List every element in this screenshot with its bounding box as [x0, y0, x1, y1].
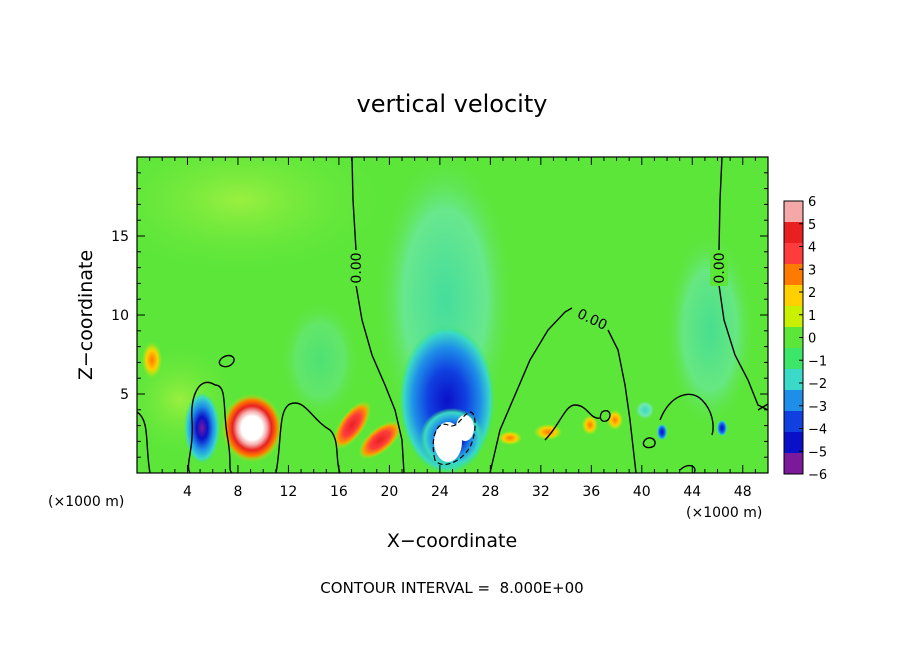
colorbar-swatch — [784, 264, 803, 286]
field-orange-left — [142, 342, 162, 378]
field-cyan-right — [665, 230, 755, 430]
contour-line — [355, 284, 405, 473]
contour-line — [275, 402, 341, 473]
colorbar-label: −2 — [808, 377, 827, 392]
contour-line — [218, 354, 235, 368]
x-tick-label: 16 — [330, 484, 348, 500]
field-orange-small-a — [498, 431, 522, 445]
x-tick-label: 36 — [582, 484, 600, 500]
y-tick-label: 10 — [111, 308, 129, 324]
field-red-pair-a — [333, 401, 371, 449]
colorbar-swatch — [784, 285, 803, 307]
colorbar-swatch — [784, 369, 803, 391]
field-orange-small-d — [607, 410, 623, 430]
contour-line — [659, 393, 714, 436]
contour-line — [607, 329, 637, 473]
colorbar-label: 0 — [808, 332, 816, 347]
y-axis-label: Z−coordinate — [75, 250, 97, 380]
x-tick-label: 8 — [233, 484, 242, 500]
x-tick-label: 32 — [532, 484, 550, 500]
field-blue-small-b — [717, 420, 727, 436]
colorbar-label: 5 — [808, 218, 816, 233]
x-unit-left: (×1000 m) — [48, 494, 124, 510]
colorbar-swatch — [784, 243, 803, 265]
colorbar-label: 3 — [808, 263, 816, 278]
contour-line — [489, 307, 573, 473]
contour-line — [718, 284, 768, 411]
data-field — [137, 157, 768, 473]
x-tick-label: 24 — [431, 484, 449, 500]
colorbar-swatch — [784, 453, 803, 475]
colorbar-label: 1 — [808, 309, 816, 324]
contour-line — [642, 437, 656, 449]
colorbar: 6 5 4 3 2 1 0 −1 −2 −3 −4 −5 −6 — [783, 195, 827, 483]
colorbar-label: −1 — [808, 354, 827, 369]
contour-line — [137, 411, 151, 473]
contour-line — [599, 410, 611, 422]
field-blue-small-a — [657, 424, 667, 440]
x-tick-label: 28 — [481, 484, 499, 500]
field-white-core-b — [456, 415, 474, 441]
chart-title: vertical velocity — [357, 90, 548, 118]
colorbar-label: 6 — [808, 195, 816, 210]
x-tick-label: 44 — [683, 484, 701, 500]
colorbar-label: −3 — [808, 400, 827, 415]
contour-lines — [137, 157, 768, 473]
contour-interval-note: CONTOUR INTERVAL = 8.000E+00 — [320, 579, 583, 597]
contour-line — [718, 157, 723, 251]
colorbar-label: 2 — [808, 286, 816, 301]
field-cyan-mid — [280, 300, 360, 420]
field-red-pair-b — [358, 420, 402, 460]
field-blue-small-c — [635, 400, 655, 420]
colorbar-label: −6 — [808, 468, 827, 483]
field-orange-small-c — [582, 415, 598, 435]
y-tick-label: 15 — [111, 229, 129, 245]
colorbar-swatch — [784, 432, 803, 454]
y-tick-label: 5 — [120, 387, 129, 403]
colorbar-swatch — [784, 201, 803, 223]
field-lightgreen-top — [137, 157, 400, 280]
contour-line — [544, 404, 601, 441]
colorbar-swatch — [784, 348, 803, 370]
x-tick-label: 40 — [633, 484, 651, 500]
x-tick-label: 12 — [280, 484, 298, 500]
contour-label: 0.00 — [349, 252, 365, 283]
colorbar-swatch — [784, 306, 803, 328]
colorbar-swatch — [784, 411, 803, 433]
x-axis: 4 8 12 16 20 24 28 32 36 40 44 48 — [149, 157, 756, 500]
colorbar-swatch — [784, 390, 803, 412]
contour-line — [351, 157, 357, 251]
contour-line — [187, 381, 216, 473]
colorbar-swatch — [784, 222, 803, 244]
contour-line — [432, 411, 476, 465]
colorbar-swatch — [784, 327, 803, 349]
x-tick-label: 48 — [734, 484, 752, 500]
x-tick-label: 20 — [380, 484, 398, 500]
y-axis: 5 10 15 — [111, 172, 768, 458]
contour-line — [214, 384, 233, 473]
colorbar-label: 4 — [808, 241, 816, 256]
contour-line — [757, 403, 768, 411]
field-white-core — [434, 422, 462, 462]
contour-lines-negative — [432, 411, 476, 465]
colorbar-label: −5 — [808, 445, 827, 460]
x-axis-label: X−coordinate — [387, 530, 517, 552]
x-tick-label: 4 — [183, 484, 192, 500]
field-red-main — [222, 394, 282, 462]
field-blue-left — [184, 392, 220, 464]
x-unit-right: (×1000 m) — [686, 505, 762, 521]
contour-label: 0.00 — [712, 252, 728, 283]
colorbar-label: −4 — [808, 423, 827, 438]
contour-line — [679, 464, 696, 473]
